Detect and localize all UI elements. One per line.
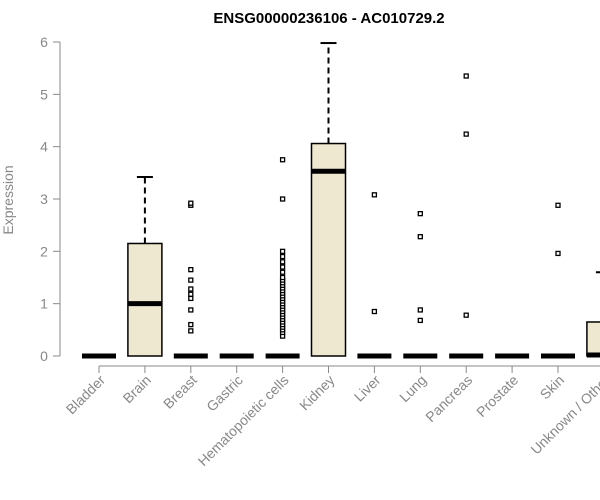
x-tick-label: Bladder [63,372,109,418]
y-tick-label: 0 [40,348,48,364]
x-tick-label: Hematopoietic cells [195,372,292,469]
outlier-point [417,211,423,217]
x-tick-label: Prostate [473,372,521,420]
outlier-point [188,277,194,283]
outlier-point [463,131,469,137]
outlier-point [279,274,286,281]
box-group [541,202,575,359]
box-group [449,73,484,359]
y-tick-label: 1 [40,296,48,312]
x-tick-label: Kidney [296,372,338,414]
outlier-point [188,307,194,313]
outlier-point [279,248,286,254]
outlier-point [188,321,194,328]
outlier-point [279,196,286,202]
outlier-point [371,192,378,198]
chart-title: ENSG00000236106 - AC010729.2 [213,10,444,27]
y-tick-label: 3 [40,191,48,207]
outlier-point [279,253,286,260]
outlier-point [371,308,378,315]
outlier-point [188,200,194,206]
outlier-point [555,250,561,257]
outlier-point [279,269,286,275]
box [127,242,163,357]
x-tick-label: Brain [120,372,154,406]
box-group [586,271,600,358]
outlier-point [417,317,423,324]
x-tick-label: Liver [351,372,384,405]
y-tick-label: 6 [40,34,48,50]
outlier-point [188,266,194,273]
box-group [127,176,163,357]
outlier-point [555,202,561,208]
y-axis-label: Expression [0,165,16,234]
y-tick-label: 4 [40,139,48,155]
outlier-point [188,328,194,334]
outlier-point [279,259,286,265]
x-tick-label: Gastric [203,372,246,415]
x-tick-label: Lung [396,372,429,405]
outlier-point [188,295,194,302]
outlier-point [279,264,286,270]
outlier-point [188,286,194,292]
box-group [310,42,347,357]
x-tick-label: Breast [160,372,200,412]
outlier-point [279,157,286,163]
y-tick-label: 5 [40,86,48,102]
outlier-point [417,307,423,313]
x-tick-label: Skin [537,372,568,403]
box-group [403,211,438,359]
box [310,142,347,357]
box [586,321,600,357]
boxes [82,42,600,359]
box-group [265,157,300,359]
x-tick-label: Pancreas [422,372,475,425]
box-group [357,192,392,359]
axes: 0 1 2 3 4 5 6 [40,34,600,373]
box-group [173,200,208,359]
y-tick-label: 2 [40,243,48,259]
outlier-point [463,312,469,318]
outlier-point [417,234,423,240]
outlier-point [463,73,469,79]
outlier-point [188,291,194,297]
